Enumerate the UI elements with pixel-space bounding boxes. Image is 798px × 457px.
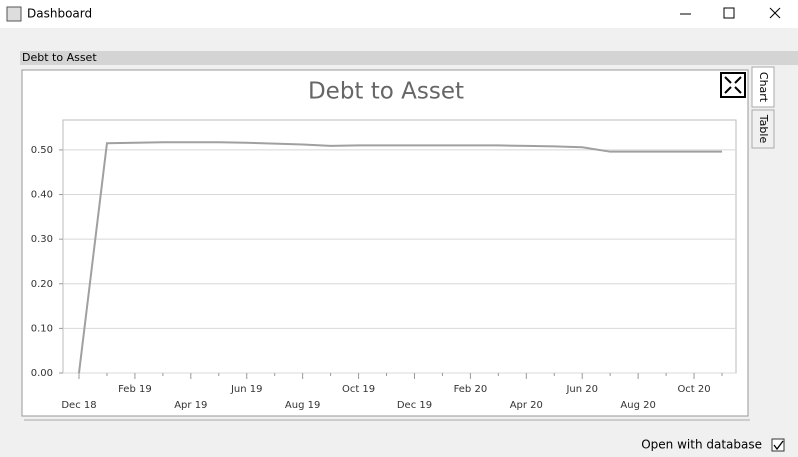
tab-label[interactable]: Table (757, 114, 770, 144)
y-tick-label: 0.20 (31, 279, 53, 290)
panel-header (20, 51, 798, 65)
chart-box (21, 69, 749, 417)
x-tick-label: Jun 20 (565, 384, 598, 395)
x-tick-label: Apr 20 (510, 400, 543, 411)
x-tick-label: Apr 19 (174, 400, 207, 411)
x-tick-label: Aug 20 (620, 400, 655, 411)
x-tick-label: Oct 19 (342, 384, 375, 395)
title-bar (0, 0, 798, 28)
y-tick-label: 0.30 (31, 234, 53, 245)
x-tick-label: Feb 20 (454, 384, 488, 395)
maximize-button[interactable] (723, 7, 735, 19)
x-tick-label: Oct 20 (677, 384, 710, 395)
y-tick-label: 0.50 (31, 145, 53, 156)
checkmark (773, 440, 784, 451)
x-tick-label: Feb 19 (118, 384, 152, 395)
panel-title: Debt to Asset (22, 51, 97, 64)
x-tick-label: Aug 19 (285, 400, 320, 411)
app-icon (6, 6, 22, 22)
checkbox[interactable] (771, 438, 785, 452)
x-tick-label: Dec 19 (397, 400, 432, 411)
tab-chart[interactable] (751, 66, 775, 108)
tab-label[interactable]: Chart (757, 72, 770, 103)
x-tick-label: Dec 18 (61, 400, 96, 411)
y-tick-label: 0.10 (31, 323, 53, 334)
x-tick-label: Jun 19 (230, 384, 263, 395)
checkbox-label: Open with database (641, 438, 762, 452)
y-tick-label: 0.00 (31, 368, 53, 379)
chart-title: Debt to Asset (308, 79, 464, 105)
fullscreen-button[interactable] (720, 72, 746, 98)
tab-table[interactable] (751, 109, 775, 149)
line-series (78, 141, 722, 374)
window-title: Dashboard (27, 7, 92, 21)
close-button[interactable] (769, 7, 781, 19)
y-tick-label: 0.40 (31, 190, 53, 201)
